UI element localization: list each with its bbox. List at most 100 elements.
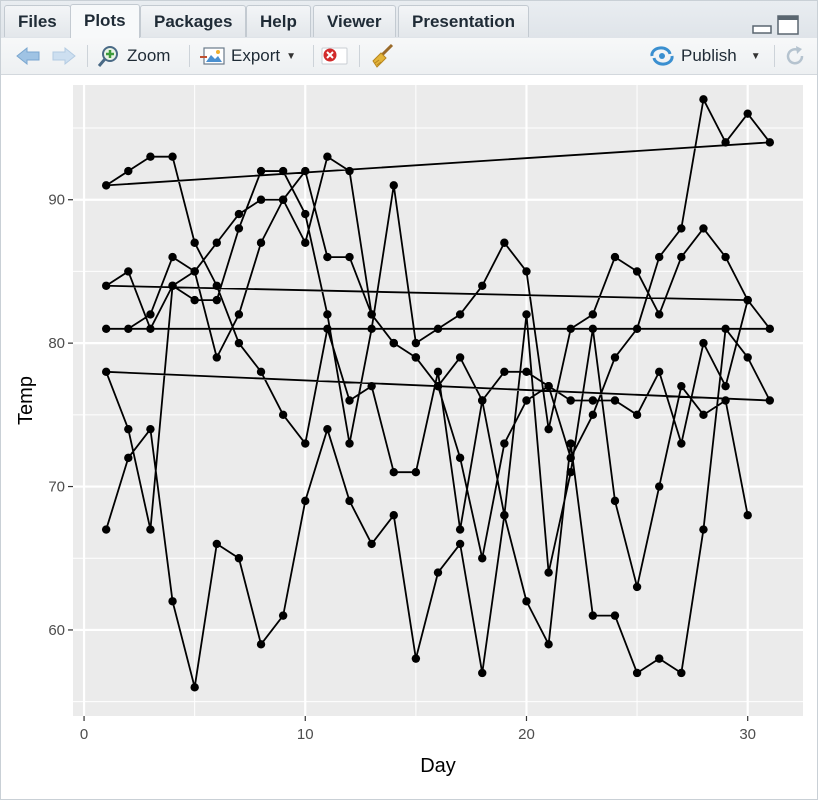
data-point [743, 109, 752, 118]
data-point [411, 338, 421, 348]
data-point [212, 281, 221, 290]
data-point [389, 181, 398, 190]
toolbar-separator [774, 45, 775, 67]
data-point [345, 166, 354, 176]
data-point [389, 468, 398, 477]
data-point [411, 654, 421, 663]
data-point [743, 295, 752, 305]
data-point [433, 568, 443, 577]
maximize-icon[interactable] [777, 15, 801, 35]
data-point [655, 482, 664, 491]
data-point [699, 224, 708, 233]
data-point [278, 195, 288, 204]
data-point [743, 511, 752, 520]
zoom-label: Zoom [127, 46, 171, 65]
data-point [124, 267, 133, 276]
tab-plots[interactable]: Plots [70, 4, 140, 38]
data-point [433, 381, 443, 391]
toolbar-separator [359, 45, 360, 67]
data-point [522, 310, 531, 319]
data-point [610, 496, 620, 506]
data-point [455, 353, 465, 362]
tab-bar: Files Plots Packages Help Viewer Present… [1, 1, 817, 39]
data-point [677, 252, 686, 262]
back-button[interactable] [15, 38, 41, 74]
data-point [411, 468, 421, 477]
major-gridlines [73, 85, 803, 716]
data-points [101, 95, 775, 692]
remove-plot-button[interactable] [321, 38, 349, 74]
data-point [411, 353, 421, 362]
data-point [699, 525, 708, 534]
remove-plot-icon [321, 47, 348, 65]
chevron-down-icon: ▼ [286, 50, 297, 62]
export-button[interactable]: Export ▼ [199, 38, 296, 74]
y-tick-label: 60 [48, 622, 65, 639]
data-point [234, 338, 244, 348]
data-point [212, 295, 221, 305]
tick-labels: 0 10 20 30 60 70 80 90 [48, 192, 756, 743]
data-point [433, 324, 443, 333]
y-axis-label: Temp [15, 376, 37, 425]
data-point [566, 324, 575, 333]
toolbar-separator [87, 45, 88, 67]
data-point [256, 166, 266, 176]
data-point [301, 166, 310, 176]
data-point [345, 439, 354, 448]
data-point [190, 267, 199, 276]
plot-area: 0 10 20 30 60 70 80 90 Day Temp [15, 85, 803, 777]
data-point [588, 310, 598, 319]
data-point [146, 152, 155, 161]
data-point [699, 95, 708, 104]
data-point [632, 410, 642, 420]
data-point [367, 381, 376, 391]
data-point [478, 281, 487, 290]
tab-presentation[interactable]: Presentation [398, 5, 529, 37]
data-point [765, 324, 775, 333]
export-icon [200, 47, 225, 65]
data-point [721, 324, 730, 333]
data-point [168, 252, 177, 262]
data-point [655, 654, 664, 663]
tab-packages[interactable]: Packages [140, 5, 247, 37]
data-point [500, 367, 509, 377]
data-point [323, 324, 332, 333]
x-tick-label: 10 [297, 726, 314, 743]
tab-viewer[interactable]: Viewer [313, 5, 396, 37]
data-point [168, 281, 177, 290]
data-point [721, 381, 730, 391]
forward-button[interactable] [51, 38, 77, 74]
data-point [610, 396, 620, 405]
data-point [124, 324, 133, 333]
data-point [588, 611, 598, 620]
refresh-button[interactable] [783, 38, 807, 74]
publish-button[interactable]: Publish ▼ [649, 38, 761, 74]
data-point [522, 396, 531, 405]
data-point [146, 424, 155, 434]
data-point [544, 381, 553, 391]
data-point [699, 410, 708, 420]
data-point [566, 439, 575, 448]
tab-help[interactable]: Help [246, 5, 311, 37]
data-point [146, 525, 155, 534]
data-point [632, 668, 642, 678]
data-point [190, 295, 199, 305]
data-point [566, 453, 575, 463]
data-point [566, 396, 575, 405]
zoom-button[interactable]: Zoom [97, 38, 170, 74]
data-point [455, 525, 465, 534]
data-point [478, 396, 487, 405]
back-arrow-icon [16, 46, 40, 66]
minimize-icon[interactable] [752, 15, 772, 35]
data-point [212, 238, 221, 247]
clear-all-button[interactable] [369, 38, 395, 74]
data-point [367, 539, 376, 549]
data-point [124, 453, 133, 463]
data-point [256, 195, 266, 204]
tab-files[interactable]: Files [4, 5, 71, 37]
toolbar-separator [189, 45, 190, 67]
data-point [478, 554, 487, 563]
data-point [655, 252, 664, 262]
data-point [743, 353, 752, 362]
x-tick-label: 20 [518, 726, 535, 743]
